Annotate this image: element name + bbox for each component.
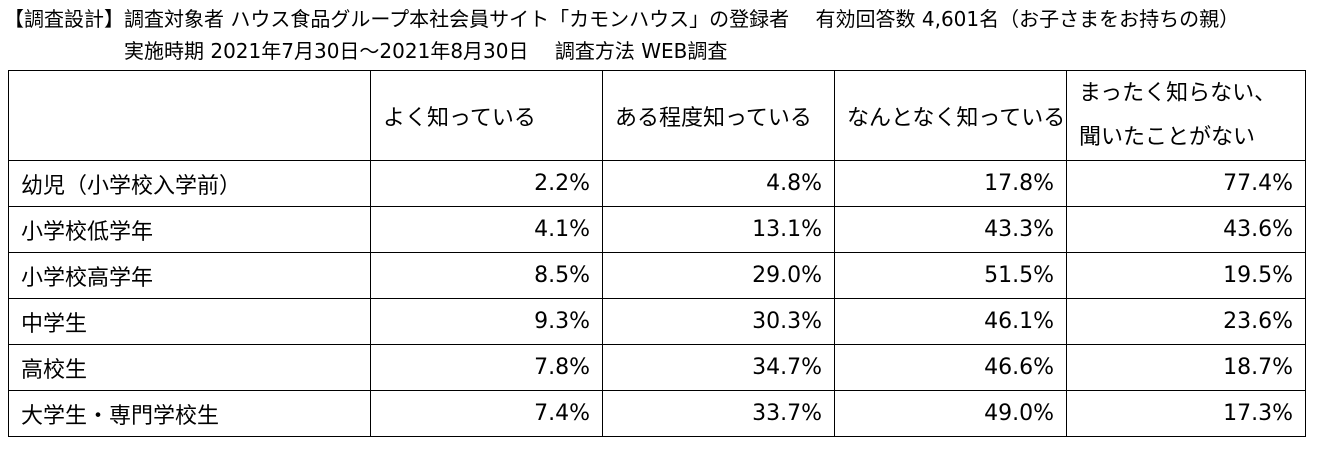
table-row: 高校生 7.8% 34.7% 46.6% 18.7% (8, 344, 1306, 391)
table-cell: 2.2% (370, 160, 603, 207)
table-cell: 19.5% (1066, 252, 1306, 299)
table-row: 幼児（小学校入学前） 2.2% 4.8% 17.8% 77.4% (8, 160, 1306, 207)
table-cell: 23.6% (1066, 298, 1306, 345)
table-row: 小学校低学年 4.1% 13.1% 43.3% 43.6% (8, 206, 1306, 253)
table-row: 中学生 9.3% 30.3% 46.1% 23.6% (8, 298, 1306, 345)
header-cell-never-heard: まったく知らない、聞いたことがない (1066, 70, 1306, 161)
header-cell-know-well: よく知っている (370, 70, 603, 161)
table-cell: 46.6% (834, 344, 1067, 391)
row-label: 高校生 (8, 344, 371, 391)
table-cell: 29.0% (602, 252, 835, 299)
table-cell: 30.3% (602, 298, 835, 345)
table-row: 小学校高学年 8.5% 29.0% 51.5% 19.5% (8, 252, 1306, 299)
table-cell: 4.8% (602, 160, 835, 207)
table-row: 大学生・専門学校生 7.4% 33.7% 49.0% 17.3% (8, 390, 1306, 437)
table-cell: 7.4% (370, 390, 603, 437)
awareness-table: よく知っている ある程度知っている なんとなく知っている まったく知らない、聞い… (8, 70, 1306, 437)
survey-design-line: 【調査設計】調査対象者 ハウス食品グループ本社会員サイト「カモンハウス」の登録者… (4, 7, 1240, 31)
table-cell: 17.3% (1066, 390, 1306, 437)
table-cell: 46.1% (834, 298, 1067, 345)
table-cell: 43.6% (1066, 206, 1306, 253)
table-cell: 9.3% (370, 298, 603, 345)
table-cell: 18.7% (1066, 344, 1306, 391)
table-cell: 7.8% (370, 344, 603, 391)
table-cell: 33.7% (602, 390, 835, 437)
table-cell: 8.5% (370, 252, 603, 299)
header-cell-empty (8, 70, 371, 161)
table-cell: 51.5% (834, 252, 1067, 299)
row-label: 幼児（小学校入学前） (8, 160, 371, 207)
table-cell: 4.1% (370, 206, 603, 253)
table-cell: 77.4% (1066, 160, 1306, 207)
table-cell: 43.3% (834, 206, 1067, 253)
row-label: 中学生 (8, 298, 371, 345)
header-cell-know-vaguely: なんとなく知っている (834, 70, 1067, 161)
table-cell: 13.1% (602, 206, 835, 253)
row-label: 大学生・専門学校生 (8, 390, 371, 437)
row-label: 小学校高学年 (8, 252, 371, 299)
table-cell: 34.7% (602, 344, 835, 391)
table-cell: 49.0% (834, 390, 1067, 437)
table-cell: 17.8% (834, 160, 1067, 207)
table-header-row: よく知っている ある程度知っている なんとなく知っている まったく知らない、聞い… (8, 70, 1306, 161)
row-label: 小学校低学年 (8, 206, 371, 253)
header-cell-know-somewhat: ある程度知っている (602, 70, 835, 161)
survey-period-line: 実施時期 2021年7月30日～2021年8月30日 調査方法 WEB調査 (124, 39, 728, 63)
